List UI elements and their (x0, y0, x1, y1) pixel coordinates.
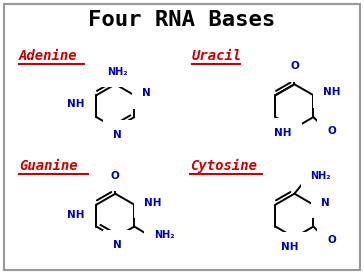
Text: O: O (327, 235, 336, 246)
Text: O: O (290, 61, 299, 71)
Text: NH: NH (323, 87, 341, 97)
Text: N: N (70, 214, 79, 224)
Text: O: O (327, 126, 336, 136)
Text: O: O (111, 171, 120, 181)
Text: NH: NH (67, 99, 84, 109)
Text: Guanine: Guanine (19, 159, 78, 173)
Text: NH: NH (281, 242, 298, 252)
Text: NH: NH (144, 198, 162, 208)
Text: N: N (321, 198, 330, 208)
Text: N: N (70, 106, 79, 116)
Text: Cytosine: Cytosine (190, 159, 257, 173)
Text: NH: NH (274, 128, 291, 138)
Text: Uracil: Uracil (192, 49, 242, 63)
Text: N: N (142, 88, 151, 98)
Text: NH₂: NH₂ (107, 67, 127, 77)
Text: N: N (113, 130, 122, 140)
Text: Adenine: Adenine (19, 49, 78, 63)
Text: NH₂: NH₂ (310, 171, 331, 181)
Text: NH: NH (67, 210, 84, 220)
Text: N: N (113, 241, 122, 250)
Text: NH₂: NH₂ (154, 230, 175, 241)
Text: Four RNA Bases: Four RNA Bases (88, 10, 276, 30)
